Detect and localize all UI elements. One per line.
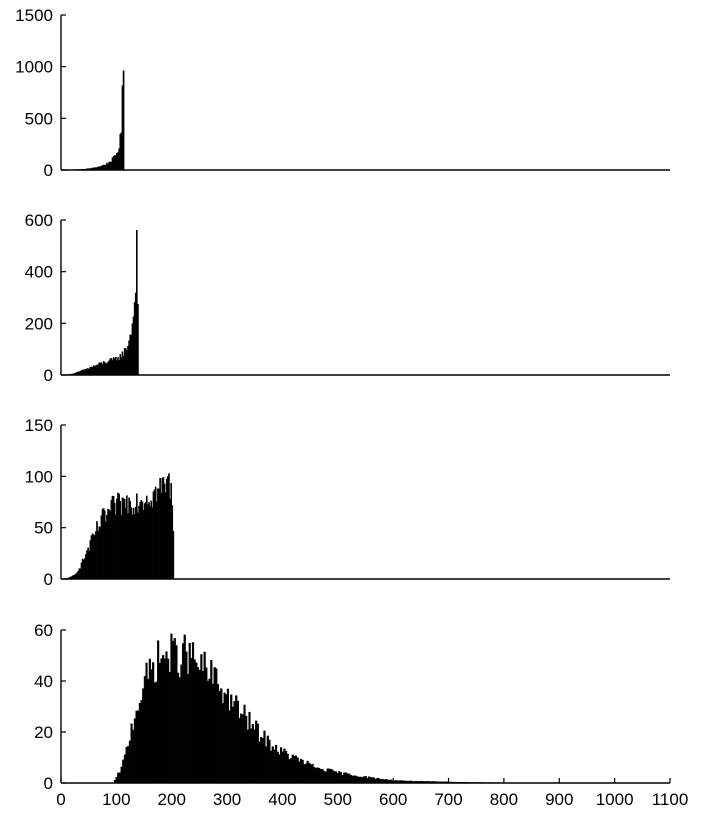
y-tick-label: 200 [25,314,53,333]
histogram-bars [60,70,125,171]
y-tick-label: 60 [34,621,53,640]
histogram-bar [142,688,145,784]
x-tick-label: 1100 [652,790,689,809]
histogram-bars [60,229,139,376]
histogram-bar [343,772,346,784]
histogram-bar [324,771,327,784]
x-tick-label: 500 [324,790,352,809]
y-tick-label: 20 [34,723,53,742]
y-tick-label: 0 [44,366,53,385]
y-tick-label: 0 [44,774,53,793]
y-tick-label: 1500 [15,6,53,25]
x-tick-label: 700 [434,790,462,809]
panel-1: 0 500 1000 1500 [15,6,670,180]
histogram-bar [196,667,200,784]
panel-3: 0 50 100 150 [25,416,670,589]
x-tick-label: 1000 [596,790,634,809]
y-tick-label: 40 [34,672,53,691]
histogram-bar [251,724,254,784]
x-tick-label: 400 [268,790,296,809]
x-tick-label: 900 [545,790,573,809]
histogram-bar [178,677,181,784]
histogram-bar [215,668,218,784]
histogram-bar [361,777,364,784]
panel-2: 0 200 400 600 [25,211,670,385]
x-tick-label: 0 [56,790,65,809]
y-tick-label: 100 [25,467,53,486]
histogram-bars [60,473,175,580]
y-tick-label: 0 [44,161,53,180]
y-tick-label: 400 [25,263,53,282]
y-tick-label: 1000 [15,58,53,77]
histogram-bar [123,754,127,784]
histogram-bar [137,304,139,376]
y-tick-label: 500 [25,109,53,128]
histogram-bar [306,760,309,784]
histogram-bar [160,658,163,784]
histogram-bar [270,750,273,784]
histogram-bar [122,70,125,171]
y-tick-label: 50 [34,519,53,538]
y-tick-label: 0 [44,570,53,589]
x-tick-label: 600 [379,790,407,809]
histogram-bar [172,531,175,580]
y-tick-label: 150 [25,416,53,435]
histogram-bars [113,633,532,784]
x-tick-label: 300 [213,790,241,809]
y-tick-label: 600 [25,211,53,230]
x-tick-label: 200 [158,790,186,809]
histogram-bar [288,759,291,784]
x-tick-label: 100 [102,790,130,809]
histogram-bar [233,701,236,784]
x-tick-label: 800 [490,790,518,809]
